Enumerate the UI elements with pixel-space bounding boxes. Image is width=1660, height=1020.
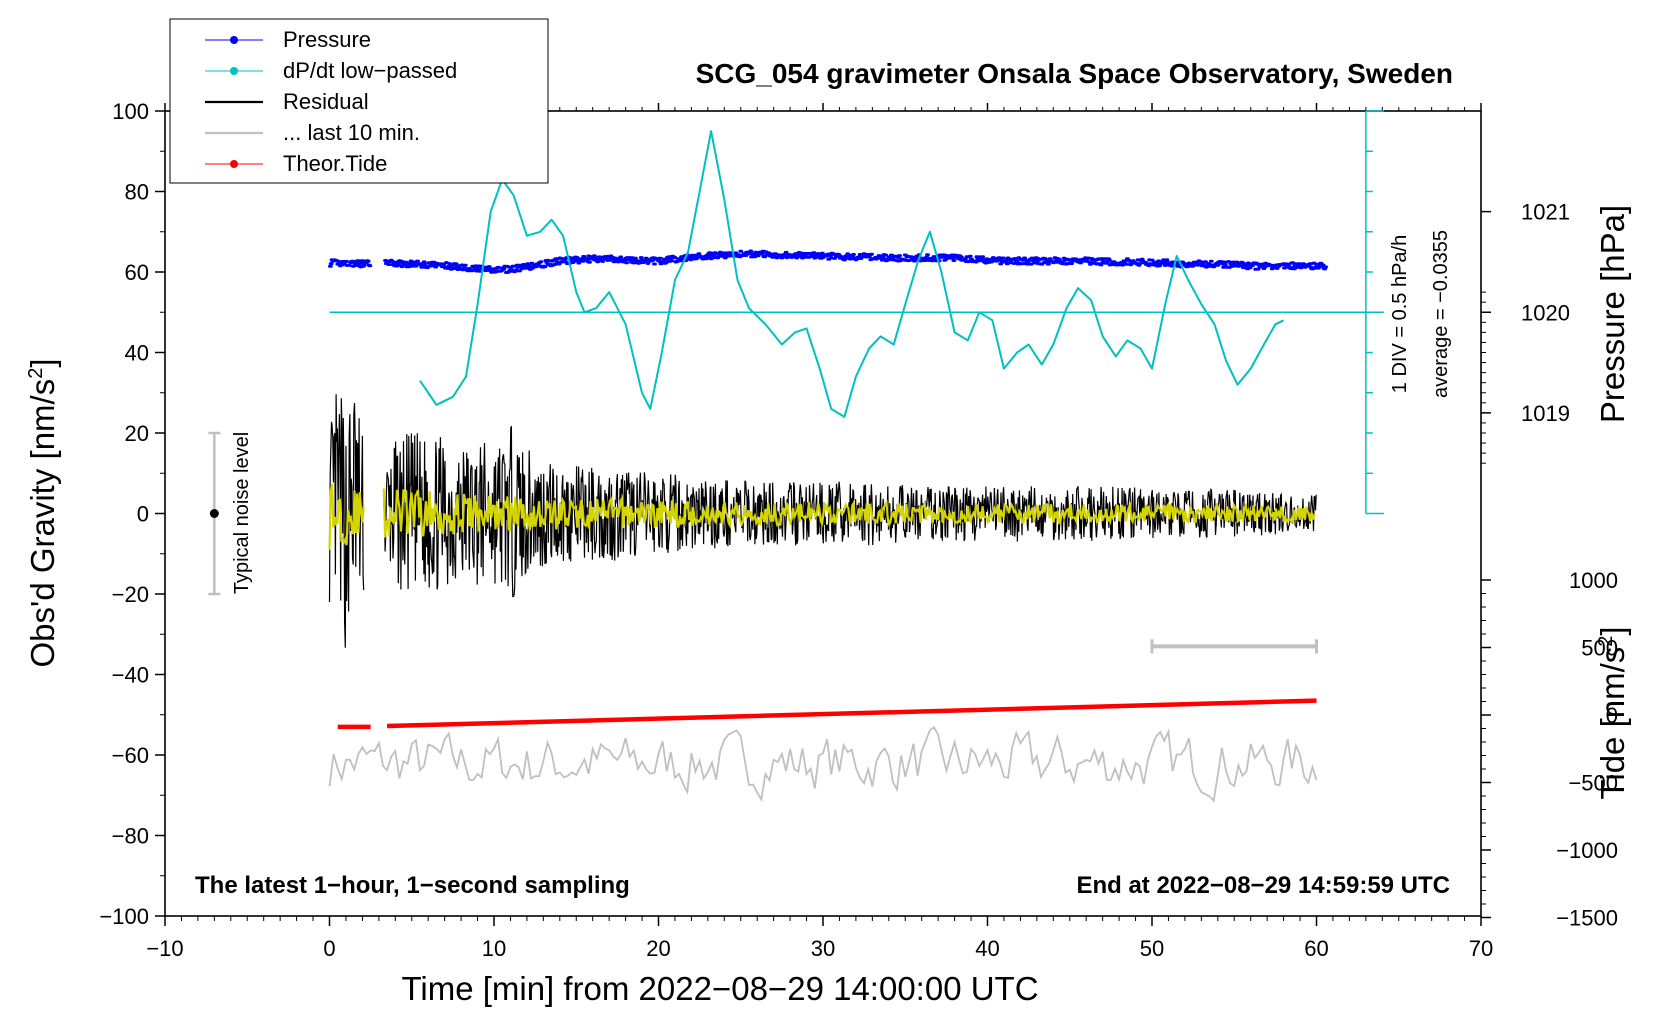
tide-axis-ticks: 1000 500 0 −500 −1000 −1500	[1481, 568, 1618, 931]
x-tick-label: 20	[646, 936, 670, 961]
pressure-tick-label: 1020	[1521, 300, 1570, 325]
legend-label: Theor.Tide	[283, 151, 387, 176]
tide-tick-label: 0	[1606, 703, 1618, 728]
x-tick-label: −10	[146, 936, 183, 961]
tide-tick-label: −1500	[1556, 906, 1618, 931]
y-axis-label: Obs'd Gravity [nm/s2]	[24, 359, 61, 668]
y-tick-label: 80	[125, 180, 149, 205]
dpdt-average-label: average = −0.0355	[1430, 230, 1452, 398]
tide-tick-label: −500	[1568, 771, 1618, 796]
x-tick-label: 70	[1469, 936, 1493, 961]
noise-level-dot	[209, 509, 219, 518]
tide-tick-label: −1000	[1556, 838, 1618, 863]
legend-marker	[230, 67, 238, 75]
tide-line-b	[387, 698, 1317, 729]
pressure-tick-label: 1019	[1521, 401, 1570, 426]
chart-title: SCG_054 gravimeter Onsala Space Observat…	[696, 58, 1453, 89]
legend-marker	[230, 160, 238, 168]
legend-marker	[230, 36, 238, 44]
y-tick-label: −20	[112, 582, 149, 607]
tide-tick-label: 1000	[1569, 568, 1618, 593]
residual-line-b	[383, 425, 1317, 598]
dpdt-scale-label: 1 DIV = 0.5 hPa/h	[1389, 235, 1411, 393]
y-tick-label: −80	[112, 824, 149, 849]
last-10min-line	[328, 725, 1318, 803]
y-tick-label: 60	[125, 260, 149, 285]
residual-line-a	[328, 394, 365, 648]
x-tick-label: 10	[482, 936, 506, 961]
pressure-line	[328, 249, 1328, 274]
tide-tick-label: 500	[1581, 636, 1618, 661]
dpdt-line	[419, 130, 1285, 418]
right-note: End at 2022−08−29 14:59:59 UTC	[1076, 872, 1450, 899]
x-tick-label: 0	[323, 936, 335, 961]
residual-smoothed-line-a	[328, 483, 365, 550]
y-tick-label: −60	[112, 743, 149, 768]
y-tick-label: −40	[112, 663, 149, 688]
left-note: The latest 1−hour, 1−second sampling	[195, 872, 630, 899]
x-axis-label: Time [min] from 2022−08−29 14:00:00 UTC	[401, 970, 1038, 1007]
legend-label: ... last 10 min.	[283, 120, 420, 145]
legend-items: Pressure dP/dt low−passed Residual ... last…	[205, 27, 457, 176]
legend-label: Residual	[283, 89, 369, 114]
tide-axis-label: Tide [nm/s2]	[1594, 626, 1631, 799]
y-axis-ticks: 100 80 60 40 20 0 −20 −40 −60 −80 −100	[99, 99, 165, 929]
x-tick-label: 40	[975, 936, 999, 961]
y-tick-label: −100	[99, 904, 149, 929]
pressure-axis-ticks: 1021 1020 1019	[1481, 200, 1570, 464]
residual-smoothed-line-b	[382, 488, 1316, 538]
noise-level-label: Typical noise level	[231, 432, 253, 594]
pressure-tick-label: 1021	[1521, 200, 1570, 225]
y-tick-label: 40	[125, 341, 149, 366]
legend-label: dP/dt low−passed	[283, 58, 457, 83]
pressure-axis-label: Pressure [hPa]	[1594, 205, 1631, 423]
chart-extras	[208, 431, 1318, 654]
y-tick-label: 100	[112, 99, 149, 124]
x-axis-ticks: −10 0 10 20 30 40 50 60 70	[146, 103, 1493, 961]
y-tick-label: 0	[137, 502, 149, 527]
x-tick-label: 60	[1304, 936, 1328, 961]
chart-series	[328, 130, 1328, 803]
x-tick-label: 30	[811, 936, 835, 961]
y-tick-label: 20	[125, 421, 149, 446]
x-tick-label: 50	[1140, 936, 1164, 961]
legend-label: Pressure	[283, 27, 371, 52]
legend: Pressure dP/dt low−passed Residual ... last…	[169, 18, 549, 184]
